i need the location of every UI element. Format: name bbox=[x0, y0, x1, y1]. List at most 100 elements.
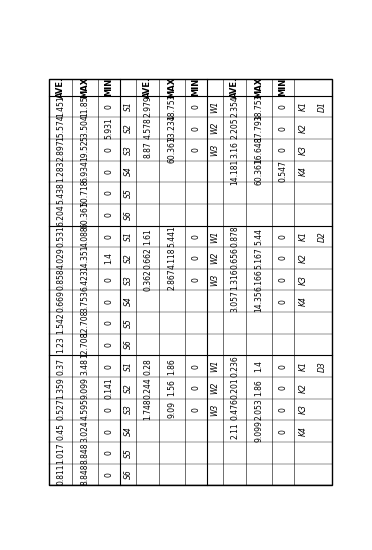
Text: 6.423: 6.423 bbox=[81, 269, 90, 290]
Text: 2.11: 2.11 bbox=[230, 423, 239, 439]
Text: 0: 0 bbox=[105, 407, 113, 412]
Text: 8.848: 8.848 bbox=[81, 442, 90, 464]
Text: 0: 0 bbox=[191, 407, 201, 412]
Text: MAX: MAX bbox=[254, 76, 263, 98]
Text: 1.4: 1.4 bbox=[105, 252, 113, 264]
Text: 0: 0 bbox=[278, 256, 287, 260]
Text: S5: S5 bbox=[124, 188, 132, 198]
Text: 60.361: 60.361 bbox=[254, 158, 263, 185]
Text: K1: K1 bbox=[299, 102, 308, 112]
Text: 0.244: 0.244 bbox=[143, 377, 152, 399]
Text: 2.979: 2.979 bbox=[143, 96, 152, 117]
Text: W2: W2 bbox=[211, 252, 219, 264]
Text: W3: W3 bbox=[211, 273, 219, 286]
Text: 0: 0 bbox=[105, 450, 113, 455]
Text: 0: 0 bbox=[105, 169, 113, 174]
Text: 1.61: 1.61 bbox=[143, 228, 152, 245]
Text: 0: 0 bbox=[278, 277, 287, 282]
Text: 16.648: 16.648 bbox=[254, 136, 263, 163]
Text: S4: S4 bbox=[124, 426, 132, 436]
Text: 0: 0 bbox=[191, 234, 201, 239]
Text: S4: S4 bbox=[124, 167, 132, 177]
Text: 0: 0 bbox=[191, 147, 201, 152]
Text: K2: K2 bbox=[299, 123, 308, 133]
Text: 0: 0 bbox=[105, 212, 113, 217]
Text: MIN: MIN bbox=[105, 78, 113, 96]
Text: 14.35: 14.35 bbox=[254, 290, 263, 312]
Text: 0.656: 0.656 bbox=[230, 247, 239, 269]
Text: AVE.: AVE. bbox=[230, 76, 239, 98]
Text: D1: D1 bbox=[318, 101, 327, 112]
Text: 5.441: 5.441 bbox=[167, 226, 177, 247]
Text: 3.024: 3.024 bbox=[81, 420, 90, 442]
Text: 1.56: 1.56 bbox=[167, 379, 177, 397]
Text: 1.017: 1.017 bbox=[56, 442, 65, 464]
Text: 0: 0 bbox=[105, 147, 113, 152]
Text: 6.934: 6.934 bbox=[81, 161, 90, 183]
Text: 9.099: 9.099 bbox=[254, 420, 263, 442]
Text: S1: S1 bbox=[124, 102, 132, 111]
Text: 0.476: 0.476 bbox=[230, 399, 239, 420]
Text: D3: D3 bbox=[318, 361, 327, 372]
Text: S6: S6 bbox=[124, 470, 132, 479]
Text: 0: 0 bbox=[278, 104, 287, 109]
Text: 5.167: 5.167 bbox=[254, 247, 263, 269]
Text: MAX: MAX bbox=[81, 76, 90, 98]
Text: 53.504: 53.504 bbox=[81, 115, 90, 141]
Text: 5.438: 5.438 bbox=[56, 182, 65, 204]
Text: K3: K3 bbox=[299, 145, 308, 155]
Text: 0: 0 bbox=[278, 299, 287, 304]
Text: S2: S2 bbox=[124, 253, 132, 263]
Text: AVE.: AVE. bbox=[143, 76, 152, 98]
Text: 0.531: 0.531 bbox=[56, 226, 65, 247]
Text: 33.234: 33.234 bbox=[167, 115, 177, 141]
Text: 0.236: 0.236 bbox=[230, 355, 239, 377]
Text: 1.86: 1.86 bbox=[167, 358, 177, 375]
Text: 12.708: 12.708 bbox=[81, 310, 90, 336]
Text: W1: W1 bbox=[211, 230, 219, 243]
Text: S1: S1 bbox=[124, 232, 132, 241]
Text: 2.897: 2.897 bbox=[56, 139, 65, 161]
Text: 4.088: 4.088 bbox=[81, 226, 90, 247]
Text: 3.48: 3.48 bbox=[81, 358, 90, 375]
Text: W2: W2 bbox=[211, 382, 219, 394]
Text: 0: 0 bbox=[105, 342, 113, 347]
Text: 0: 0 bbox=[191, 256, 201, 260]
Text: K4: K4 bbox=[299, 167, 308, 177]
Text: AVE.: AVE. bbox=[56, 76, 65, 98]
Text: 0: 0 bbox=[278, 407, 287, 412]
Text: MIN: MIN bbox=[278, 78, 287, 96]
Text: 3.16: 3.16 bbox=[230, 141, 239, 158]
Text: D2: D2 bbox=[318, 231, 327, 241]
Text: MAX: MAX bbox=[167, 76, 177, 98]
Text: 18.753: 18.753 bbox=[254, 93, 263, 120]
Text: 0: 0 bbox=[105, 472, 113, 477]
Text: 0.669: 0.669 bbox=[56, 290, 65, 312]
Text: 5.44: 5.44 bbox=[254, 228, 263, 245]
Text: 5.931: 5.931 bbox=[105, 117, 113, 139]
Text: 19.52: 19.52 bbox=[81, 139, 90, 161]
Text: K3: K3 bbox=[299, 405, 308, 415]
Text: 1.748: 1.748 bbox=[143, 399, 152, 420]
Text: 60.361: 60.361 bbox=[81, 201, 90, 228]
Text: 0: 0 bbox=[105, 234, 113, 239]
Text: 0.45: 0.45 bbox=[56, 422, 65, 439]
Text: S1: S1 bbox=[124, 361, 132, 371]
Text: 6.166: 6.166 bbox=[254, 269, 263, 290]
Text: K3: K3 bbox=[299, 274, 308, 284]
Text: 0: 0 bbox=[191, 277, 201, 282]
Text: W3: W3 bbox=[211, 403, 219, 416]
Text: 1.316: 1.316 bbox=[230, 269, 239, 290]
Text: 0: 0 bbox=[105, 428, 113, 433]
Text: 1.23: 1.23 bbox=[56, 336, 65, 353]
Text: 0: 0 bbox=[278, 126, 287, 130]
Text: 0: 0 bbox=[278, 234, 287, 239]
Text: 0.662: 0.662 bbox=[143, 247, 152, 269]
Text: 4.578: 4.578 bbox=[143, 117, 152, 139]
Text: 14.181: 14.181 bbox=[230, 158, 239, 185]
Text: W2: W2 bbox=[211, 122, 219, 134]
Text: 1.283: 1.283 bbox=[56, 161, 65, 182]
Text: S2: S2 bbox=[124, 383, 132, 393]
Text: 0: 0 bbox=[191, 364, 201, 368]
Text: K2: K2 bbox=[299, 383, 308, 393]
